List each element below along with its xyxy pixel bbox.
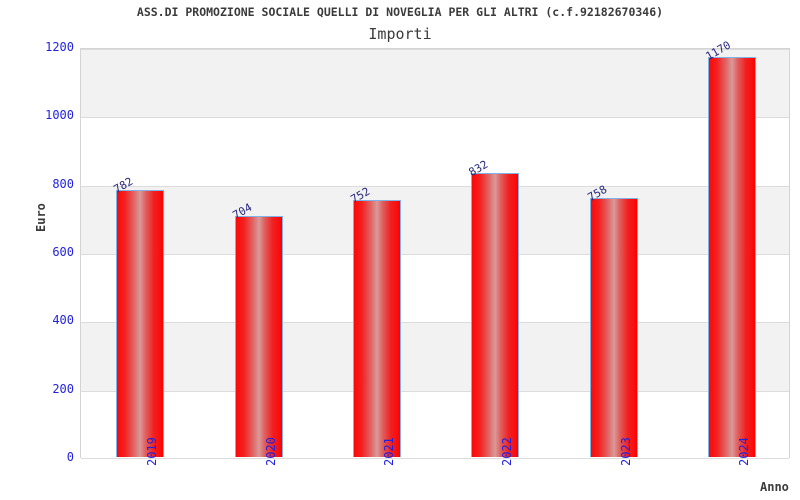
x-axis-title: Anno — [760, 480, 789, 494]
plot-area: 782 704 752 832 758 1170 — [80, 39, 790, 459]
y-axis-tick-label: 400 — [52, 313, 74, 328]
background-band — [81, 322, 789, 391]
gridline — [81, 322, 789, 324]
x-axis-tick-label: 2024 — [736, 437, 751, 466]
gridline — [81, 390, 789, 392]
y-axis-title: Euro — [34, 203, 48, 232]
y-axis-tick-label: 0 — [66, 450, 74, 464]
bar[interactable] — [116, 189, 165, 457]
background-band — [81, 390, 789, 459]
chart-title: ASS.DI PROMOZIONE SOCIALE QUELLI DI NOVE… — [136, 5, 664, 19]
y-axis-tick-label: 800 — [52, 176, 74, 191]
x-axis-tick-labels: 2019 2020 2021 2022 2023 2024 — [80, 437, 790, 500]
y-axis-tick-label: 600 — [52, 245, 74, 259]
bar[interactable] — [471, 172, 520, 457]
gridline — [81, 49, 789, 50]
gridline — [81, 458, 789, 459]
y-axis-tick-labels: 0 200 400 600 800 1000 1200 — [0, 40, 74, 464]
x-axis-tick-label: 2019 — [145, 437, 160, 466]
background-band — [81, 49, 789, 118]
x-axis-tick-label: 2022 — [500, 437, 515, 466]
gridline — [81, 185, 789, 187]
x-axis-tick-label: 2021 — [381, 437, 396, 466]
background-band — [81, 185, 789, 254]
x-axis-tick-label: 2023 — [618, 437, 633, 466]
bar[interactable] — [589, 198, 638, 457]
x-axis-tick-label: 2020 — [263, 437, 278, 466]
bar[interactable] — [352, 200, 401, 457]
bar[interactable] — [707, 57, 756, 457]
bar[interactable] — [234, 216, 283, 457]
background-band — [81, 254, 789, 323]
y-axis-tick-label: 1200 — [45, 40, 74, 54]
y-axis-tick-label: 200 — [52, 381, 74, 396]
chart-subtitle: Importi — [368, 25, 432, 43]
gridline — [81, 117, 789, 119]
y-axis-tick-label: 1000 — [45, 108, 74, 123]
background-band — [81, 117, 789, 186]
gridline — [81, 254, 789, 255]
